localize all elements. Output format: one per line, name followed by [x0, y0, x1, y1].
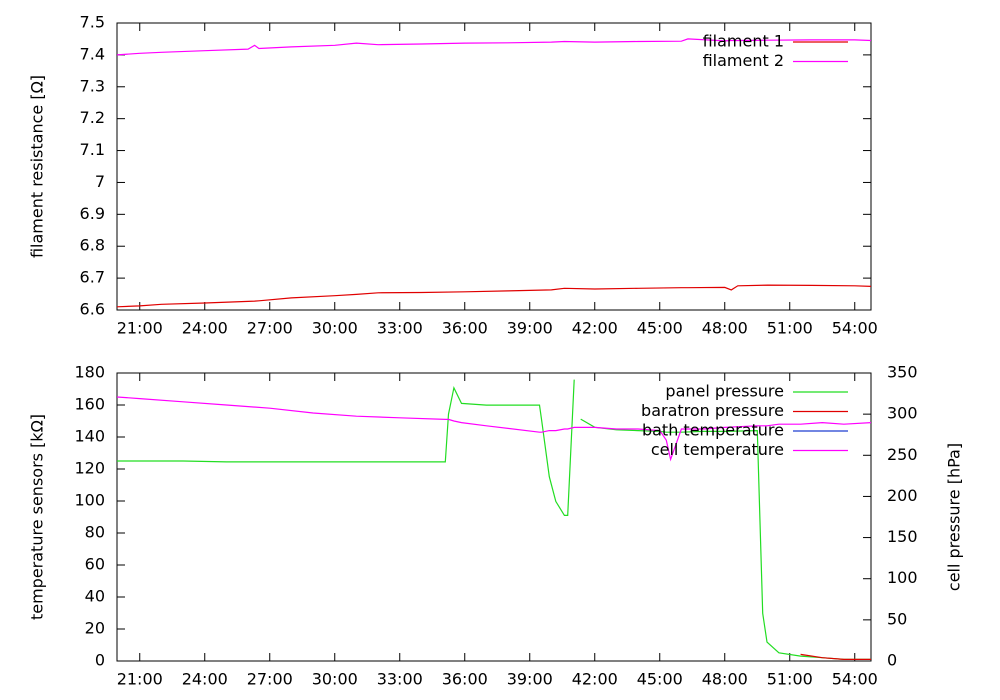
x-tick-label: 54:00 [832, 319, 878, 338]
y2-tick-label: 250 [887, 445, 918, 464]
x-tick-label: 42:00 [572, 319, 618, 338]
y2-axis-title: cell pressure [hPa] [945, 443, 964, 591]
x-tick-label: 51:00 [767, 319, 813, 338]
y-tick-label: 40 [85, 587, 105, 606]
legend-label: filament 1 [703, 32, 784, 51]
y-tick-label: 120 [74, 459, 105, 478]
y2-tick-label: 350 [887, 363, 918, 382]
y-tick-label: 80 [85, 523, 105, 542]
y-tick-label: 7.4 [80, 44, 105, 63]
y-tick-label: 6.6 [80, 300, 105, 319]
y-tick-label: 7.1 [80, 140, 105, 159]
x-tick-label: 21:00 [117, 670, 163, 689]
x-tick-label: 36:00 [442, 670, 488, 689]
y-axis-title: temperature sensors [kΩ] [28, 414, 47, 620]
y-tick-label: 20 [85, 619, 105, 638]
series-group [117, 38, 871, 308]
y2-tick-label: 0 [887, 651, 897, 670]
y2-tick-label: 300 [887, 404, 918, 423]
x-tick-label: 33:00 [377, 319, 423, 338]
x-tick-label: 45:00 [637, 670, 683, 689]
y2-tick-label: 100 [887, 568, 918, 587]
x-tick-label: 39:00 [507, 319, 553, 338]
x-tick-label: 33:00 [377, 670, 423, 689]
x-tick-label: 48:00 [702, 670, 748, 689]
plot-frame [116, 22, 872, 311]
y-tick-label: 0 [95, 651, 105, 670]
x-tick-label: 51:00 [767, 670, 813, 689]
legend-label: cell temperature [651, 440, 784, 459]
x-tick-label: 24:00 [182, 670, 228, 689]
x-tick-label: 54:00 [832, 670, 878, 689]
legend-label: baratron pressure [641, 401, 784, 420]
y2-tick-label: 200 [887, 486, 918, 505]
data-line [800, 653, 871, 660]
panel: 21:00 24:00 27:00 30:00 33:00 36:00 39:00 42:00… [28, 363, 964, 689]
y-axis-title: filament resistance [Ω] [28, 75, 47, 258]
series-group [117, 379, 871, 660]
y-tick-label: 60 [85, 555, 105, 574]
x-tick-label: 39:00 [507, 670, 553, 689]
plot-frame [116, 372, 872, 662]
y-tick-label: 6.8 [80, 236, 105, 255]
legend-label: bath temperature [642, 421, 784, 440]
y2-tick-label: 50 [887, 609, 907, 628]
x-tick-label: 27:00 [247, 319, 293, 338]
x-tick-label: 27:00 [247, 670, 293, 689]
y-tick-label: 7.3 [80, 76, 105, 95]
legend-label: filament 2 [703, 51, 784, 70]
x-tick-label: 24:00 [182, 319, 228, 338]
panel: 21:00 24:00 27:00 30:00 33:00 36:00 39:00 42:00… [28, 13, 878, 338]
x-tick-label: 45:00 [637, 319, 683, 338]
y-tick-label: 160 [74, 395, 105, 414]
x-tick-label: 36:00 [442, 319, 488, 338]
y2-tick-label: 150 [887, 527, 918, 546]
y-tick-label: 180 [74, 363, 105, 382]
y-tick-label: 7.2 [80, 108, 105, 127]
y-tick-label: 6.7 [80, 268, 105, 287]
x-tick-label: 21:00 [117, 319, 163, 338]
y-tick-label: 7 [95, 172, 105, 191]
data-line [117, 379, 871, 660]
data-line [117, 38, 871, 56]
y-tick-label: 100 [74, 491, 105, 510]
data-line [117, 284, 871, 308]
legend-label: panel pressure [665, 382, 784, 401]
x-tick-label: 48:00 [702, 319, 748, 338]
y-tick-label: 7.5 [80, 13, 105, 32]
x-tick-label: 30:00 [312, 670, 358, 689]
x-tick-label: 42:00 [572, 670, 618, 689]
y-tick-label: 140 [74, 427, 105, 446]
x-tick-label: 30:00 [312, 319, 358, 338]
data-line [117, 396, 871, 462]
y-tick-label: 6.9 [80, 204, 105, 223]
